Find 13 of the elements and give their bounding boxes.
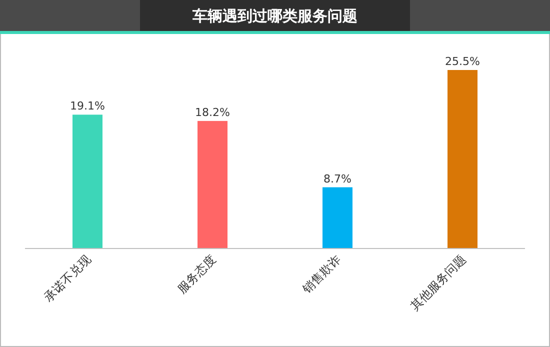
- bar: [198, 120, 228, 248]
- chart-title: 车辆遇到过哪类服务问题: [192, 7, 358, 25]
- x-tick-label: 销售欺诈: [299, 252, 344, 297]
- x-tick-label: 其他服务问题: [408, 252, 469, 314]
- bar: [72, 114, 102, 248]
- data-label: 8.7%: [324, 172, 352, 186]
- data-label: 19.1%: [70, 100, 105, 113]
- x-tick-label: 服务态度: [174, 252, 219, 296]
- x-tick-label: 承诺不兑现: [41, 252, 94, 305]
- data-label: 18.2%: [195, 106, 230, 119]
- bar: [322, 187, 352, 248]
- data-label: 25.5%: [445, 55, 480, 68]
- bar: [448, 70, 478, 248]
